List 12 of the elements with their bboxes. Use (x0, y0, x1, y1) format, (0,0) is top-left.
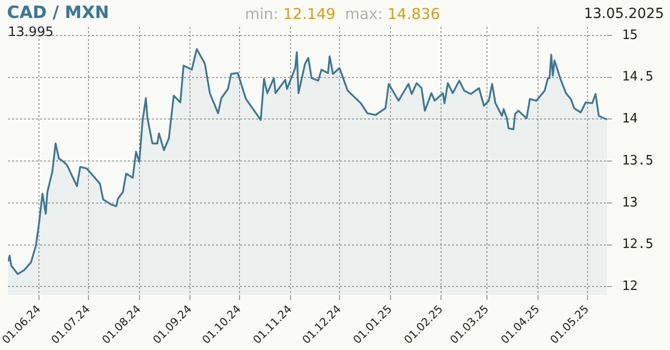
y-tick-label: 12.5 (622, 237, 654, 252)
chart-title: CAD / MXN (7, 3, 110, 23)
y-tick-label: 13 (622, 195, 638, 210)
y-tick-label: 12 (622, 279, 638, 294)
y-tick-label: 15 (622, 28, 638, 43)
y-tick-label: 14 (622, 112, 638, 127)
annotation: 13.995 (8, 25, 54, 40)
text: min: 12.149 (245, 5, 336, 23)
y-tick-label: 13.5 (622, 153, 654, 168)
text: 13.05.2025 (584, 6, 664, 22)
y-tick-label: 14.5 (622, 70, 654, 85)
text: max: 14.836 (345, 5, 440, 23)
